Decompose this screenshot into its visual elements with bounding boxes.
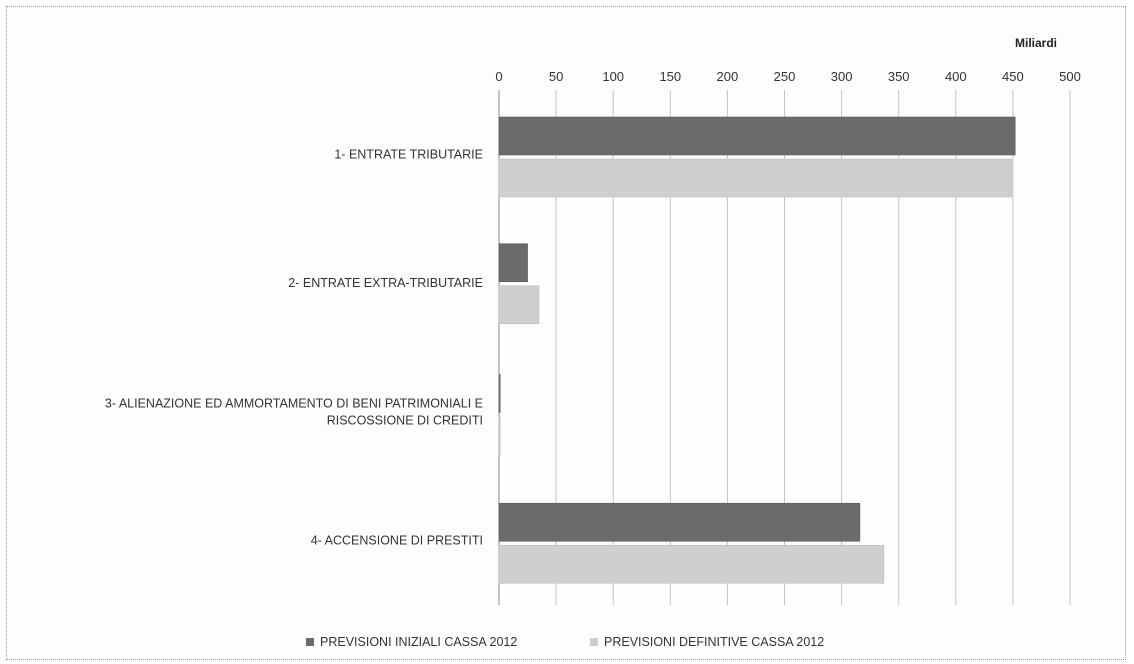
- unit-label: Miliardi: [1015, 36, 1057, 50]
- x-tick-label: 0: [495, 69, 502, 84]
- legend-swatch: [306, 638, 314, 646]
- bar: [498, 544, 885, 584]
- x-tick-label: 100: [602, 69, 624, 84]
- x-tick-label: 350: [888, 69, 910, 84]
- legend-swatch: [590, 638, 598, 646]
- bar: [498, 502, 861, 542]
- category-label: 3- ALIENAZIONE ED AMMORTAMENTO DI BENI P…: [105, 396, 483, 410]
- bar: [498, 416, 501, 455]
- legend-label: PREVISIONI INIZIALI CASSA 2012: [320, 635, 517, 649]
- bars: [498, 116, 1016, 584]
- bar: [498, 374, 501, 413]
- bar: [498, 158, 1013, 198]
- bar: [498, 243, 528, 283]
- x-tick-label: 250: [774, 69, 796, 84]
- x-tick-label: 150: [659, 69, 681, 84]
- x-tick-label: 500: [1059, 69, 1081, 84]
- category-label: 2- ENTRATE EXTRA-TRIBUTARIE: [288, 276, 483, 290]
- category-labels: 1- ENTRATE TRIBUTARIE 2- ENTRATE EXTRA-TR…: [105, 147, 483, 547]
- x-tick-label: 400: [945, 69, 967, 84]
- x-tick-label: 50: [549, 69, 563, 84]
- category-label: RISCOSSIONE DI CREDITI: [327, 413, 483, 427]
- category-label: 1- ENTRATE TRIBUTARIE: [334, 147, 483, 161]
- legend-label: PREVISIONI DEFINITIVE CASSA 2012: [604, 635, 824, 649]
- bar: [498, 116, 1016, 156]
- x-axis-ticks: 0 50 100 150 200 250 300 350 400 450 500: [495, 69, 1080, 84]
- x-tick-label: 200: [717, 69, 739, 84]
- x-tick-label: 450: [1002, 69, 1024, 84]
- legend: PREVISIONI INIZIALI CASSA 2012 PREVISIONI…: [306, 635, 824, 649]
- x-tick-label: 300: [831, 69, 853, 84]
- category-label: 4- ACCENSIONE DI PRESTITI: [311, 534, 483, 548]
- bar: [498, 285, 540, 325]
